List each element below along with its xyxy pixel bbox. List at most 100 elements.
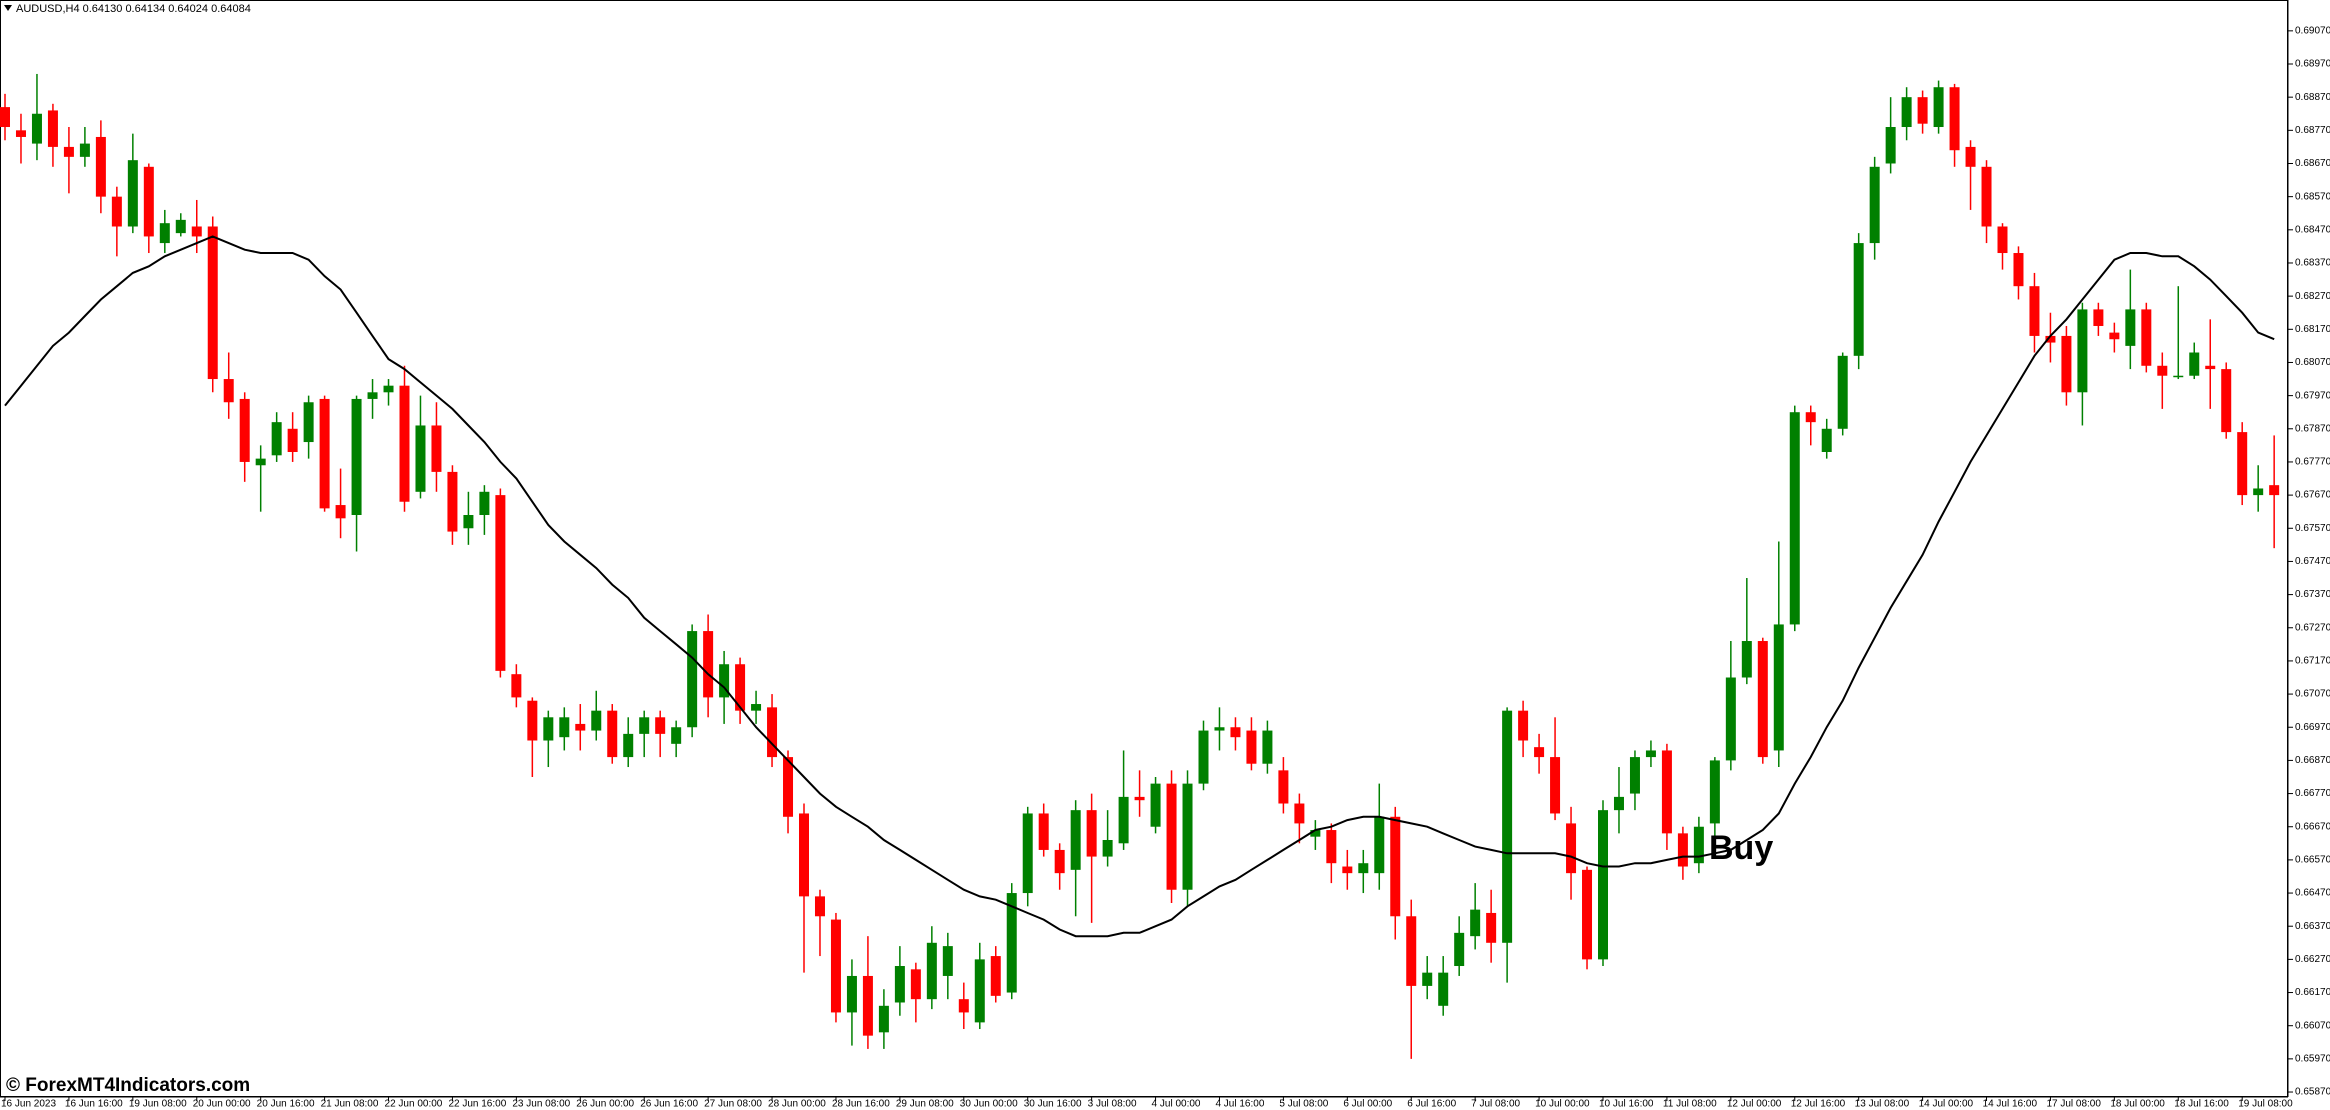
candle-body	[1230, 727, 1241, 738]
x-tick-label: 23 Jun 08:00	[512, 1099, 570, 1110]
x-tick-label: 22 Jun 16:00	[448, 1099, 506, 1110]
symbol-menu-icon[interactable]	[4, 5, 12, 11]
y-tick-label: 0.67670	[2295, 490, 2330, 501]
candle-body	[1805, 412, 1816, 423]
candle-body	[303, 402, 314, 443]
y-tick-label: 0.68170	[2295, 324, 2330, 335]
y-tick-label: 0.66070	[2295, 1020, 2330, 1031]
candle-body	[1070, 810, 1081, 870]
candle-body	[367, 392, 378, 399]
x-tick-label: 6 Jul 16:00	[1407, 1099, 1456, 1110]
candle-body	[431, 425, 442, 472]
candle-body	[2269, 485, 2280, 496]
candle-body	[79, 143, 90, 157]
candle-body	[1086, 810, 1097, 857]
x-tick-label: 29 Jun 08:00	[896, 1099, 954, 1110]
candle-body	[351, 398, 362, 516]
candle-body	[1182, 783, 1193, 890]
candle-body	[671, 727, 682, 744]
candle-body	[495, 495, 506, 671]
y-tick-label: 0.67370	[2295, 589, 2330, 600]
candle-body	[1885, 127, 1896, 164]
candle-body	[2109, 332, 2120, 340]
candle-body	[1677, 833, 1688, 867]
candle-body	[719, 664, 730, 698]
y-tick-label: 0.68870	[2295, 92, 2330, 103]
candle-body	[2189, 352, 2200, 376]
candle-body	[1582, 869, 1593, 960]
x-tick-label: 4 Jul 00:00	[1152, 1099, 1201, 1110]
y-tick-label: 0.66170	[2295, 987, 2330, 998]
x-tick-label: 12 Jul 16:00	[1791, 1099, 1846, 1110]
candle-body	[1246, 730, 1257, 764]
x-tick-label: 20 Jun 16:00	[257, 1099, 315, 1110]
candle-body	[1693, 826, 1704, 864]
y-tick-label: 0.68270	[2295, 291, 2330, 302]
candle-body	[687, 631, 698, 728]
x-tick-label: 10 Jul 16:00	[1599, 1099, 1654, 1110]
candle-body	[1038, 813, 1049, 850]
candle-body	[1550, 757, 1561, 814]
candle-body	[1022, 813, 1033, 894]
candle-body	[15, 130, 26, 137]
x-tick-label: 17 Jul 08:00	[2046, 1099, 2101, 1110]
candle-body	[527, 700, 538, 741]
candle-body	[2029, 286, 2040, 336]
x-tick-label: 30 Jun 00:00	[960, 1099, 1018, 1110]
candle-body	[1214, 727, 1225, 731]
x-tick-label: 19 Jul 08:00	[2238, 1099, 2293, 1110]
candle-body	[958, 999, 969, 1013]
candle-body	[255, 458, 266, 466]
candle-body	[814, 896, 825, 917]
y-tick-label: 0.67170	[2295, 656, 2330, 667]
candle-body	[1102, 839, 1113, 857]
signal-annotation: Buy	[1709, 829, 1773, 867]
y-tick-label: 0.66470	[2295, 888, 2330, 899]
x-tick-label: 14 Jul 16:00	[1983, 1099, 2038, 1110]
y-tick-label: 0.68770	[2295, 125, 2330, 136]
candle-body	[2157, 365, 2168, 376]
y-tick-label: 0.66570	[2295, 855, 2330, 866]
y-tick-label: 0.66870	[2295, 755, 2330, 766]
candle-body	[559, 717, 570, 738]
candle-body	[1534, 747, 1545, 758]
candle-body	[1741, 641, 1752, 678]
candle-body	[319, 398, 330, 509]
candle-body	[1278, 770, 1289, 804]
candle-body	[735, 664, 746, 711]
candle-body	[239, 398, 250, 462]
candle-body	[1853, 243, 1864, 356]
candle-body	[335, 505, 346, 519]
x-tick-label: 30 Jun 16:00	[1024, 1099, 1082, 1110]
candle-body	[1566, 823, 1577, 874]
candle-body	[942, 946, 953, 976]
x-tick-label: 26 Jun 00:00	[576, 1099, 634, 1110]
candle-body	[1901, 97, 1912, 128]
candle-body	[703, 631, 714, 698]
candle-body	[1134, 796, 1145, 801]
x-tick-label: 27 Jun 08:00	[704, 1099, 762, 1110]
candle-body	[1310, 830, 1321, 837]
candle-body	[1422, 972, 1433, 986]
x-tick-label: 4 Jul 16:00	[1215, 1099, 1264, 1110]
candle-body	[1326, 830, 1337, 864]
y-tick-label: 0.66770	[2295, 788, 2330, 799]
y-tick-label: 0.68070	[2295, 357, 2330, 368]
x-tick-label: 14 Jul 00:00	[1919, 1099, 1974, 1110]
candle-body	[31, 113, 42, 144]
candle-body	[2237, 432, 2248, 496]
candle-body	[175, 219, 186, 234]
candle-body	[159, 223, 170, 244]
candle-body	[2173, 375, 2184, 378]
candle-body	[1598, 810, 1608, 960]
candle-body	[1390, 816, 1401, 917]
candle-body	[207, 226, 218, 380]
candle-body	[1470, 909, 1481, 937]
candle-body	[1438, 972, 1449, 1006]
x-tick-label: 21 Jun 08:00	[321, 1099, 379, 1110]
candle-body	[1054, 849, 1065, 874]
candle-body	[1342, 866, 1353, 874]
x-tick-label: 26 Jun 16:00	[640, 1099, 698, 1110]
